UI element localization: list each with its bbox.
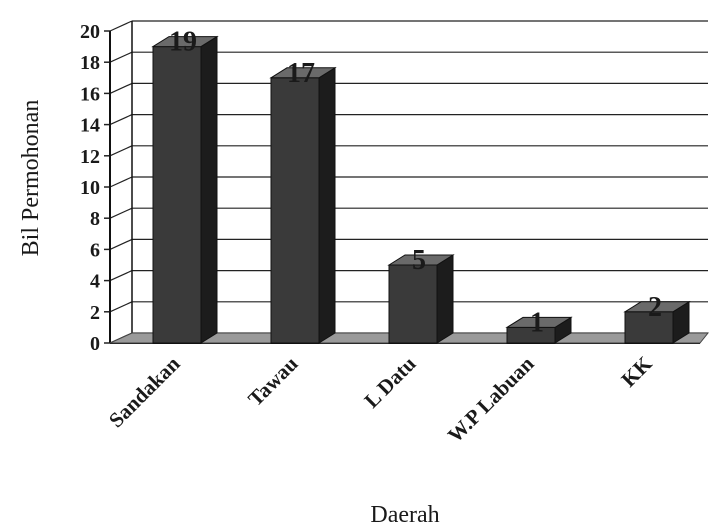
gridline-wall bbox=[109, 270, 133, 282]
gridline-wall bbox=[109, 114, 133, 126]
gridline-wall bbox=[109, 20, 133, 32]
y-tick-label: 4 bbox=[90, 271, 100, 293]
label-layer: 19 17 5 1 2 bbox=[169, 27, 662, 339]
gridline-wall bbox=[109, 238, 133, 250]
bar-side bbox=[200, 35, 218, 344]
x-tick-label: Tawau bbox=[243, 351, 303, 411]
y-tick-label: 14 bbox=[80, 115, 100, 137]
gridline-wall bbox=[109, 82, 133, 94]
y-tick-label: 10 bbox=[80, 177, 100, 199]
data-label: 17 bbox=[287, 58, 315, 89]
gridline-wall bbox=[109, 207, 133, 219]
category-labels: Sandakan Tawau L Datu W.P Labuan KK bbox=[104, 351, 657, 447]
bar bbox=[270, 77, 320, 344]
y-tick-label: 8 bbox=[90, 208, 100, 230]
y-tick-label: 18 bbox=[80, 52, 100, 74]
bar bbox=[152, 46, 202, 344]
gridline-wall bbox=[109, 145, 133, 157]
y-tick-label: 6 bbox=[90, 239, 100, 261]
data-label: 19 bbox=[169, 27, 197, 58]
bar-top bbox=[623, 301, 691, 313]
bar-top bbox=[387, 254, 455, 266]
y-tick-label: 16 bbox=[80, 83, 100, 105]
y-tick-label: 12 bbox=[80, 146, 100, 168]
data-label: 2 bbox=[648, 292, 662, 323]
y-tick-label: 20 bbox=[80, 21, 100, 43]
x-tick-label: L Datu bbox=[359, 351, 420, 412]
gridline-wall bbox=[109, 176, 133, 188]
y-tick-label: 2 bbox=[90, 302, 100, 324]
bar-top bbox=[269, 67, 337, 79]
bar-layer bbox=[151, 35, 691, 344]
y-axis-label: Bil Permohonan bbox=[18, 100, 44, 257]
bar-side bbox=[318, 66, 336, 344]
data-label: 1 bbox=[530, 307, 544, 338]
x-tick-label: W.P Labuan bbox=[443, 351, 539, 447]
y-tick-label: 0 bbox=[90, 333, 100, 355]
x-axis-label: Daerah bbox=[370, 502, 439, 528]
bar-top bbox=[505, 316, 573, 328]
bar-top bbox=[151, 36, 219, 48]
bar bbox=[388, 264, 438, 344]
bar-side bbox=[436, 254, 454, 344]
gridline-wall bbox=[109, 51, 133, 63]
gridline-wall bbox=[109, 301, 133, 313]
x-tick-label: KK bbox=[616, 351, 657, 392]
data-label: 5 bbox=[412, 245, 426, 276]
x-tick-label: Sandakan bbox=[104, 351, 185, 432]
